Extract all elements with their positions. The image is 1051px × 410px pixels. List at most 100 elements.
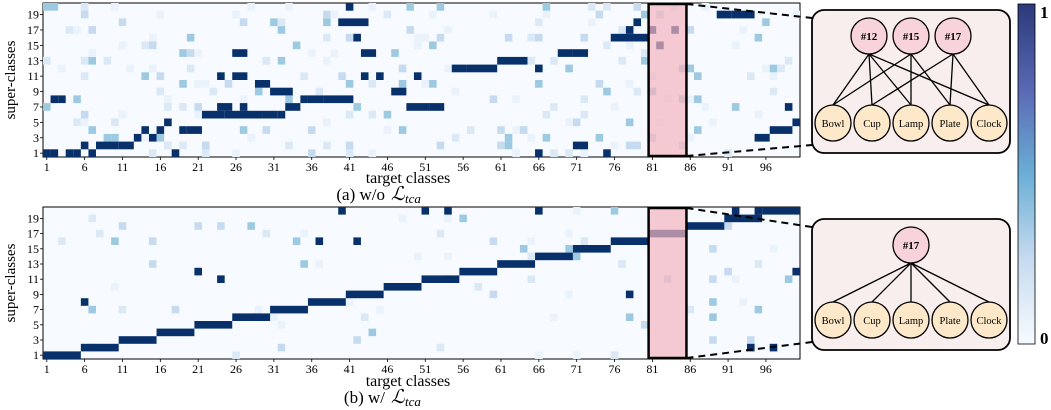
x-tick-label: 86 (684, 362, 696, 376)
heatmap-cell-faint (232, 10, 240, 19)
heatmap-cell-faint (111, 118, 119, 127)
heatmap-cell-faint (754, 305, 763, 314)
heatmap-cell-faint (777, 64, 785, 73)
heatmap-cell-faint (686, 95, 695, 104)
heatmap-cell-faint (338, 72, 346, 80)
heatmap-cell-faint (572, 207, 581, 215)
graph-edge (832, 53, 912, 106)
heatmap-cell-faint (466, 126, 475, 134)
heatmap-cell (360, 72, 369, 80)
heatmap-cell-faint (444, 26, 452, 34)
heatmap-cell (784, 103, 793, 111)
heatmap-cell-faint (247, 3, 255, 11)
x-ticks-a: 1 6 11 16 21 26 31 36 41 46 51 56 61 66 71 76 81 86 91 96 (44, 157, 772, 174)
heatmap-cell (73, 149, 81, 157)
heatmap-cell-faint (641, 56, 649, 65)
heatmap-cell-faint (398, 126, 407, 134)
highlight-box-b (647, 206, 688, 360)
heatmap-cell-faint (565, 118, 573, 127)
graph-edge (832, 53, 870, 106)
heatmap-cell (345, 290, 384, 299)
heatmap-cell (535, 64, 543, 73)
heatmap-cell-faint (429, 41, 437, 50)
heatmap-cell-faint (323, 10, 331, 19)
heatmap-cell-faint (610, 207, 619, 215)
heatmap-cell-faint (406, 3, 414, 11)
heatmap-cell-faint (73, 26, 81, 34)
y-tick-label: 7 (33, 303, 39, 317)
heatmap-cell-faint (179, 80, 187, 88)
heatmap-cell-faint (565, 290, 573, 299)
heatmap-cell-faint (141, 133, 149, 142)
heatmap-cell-faint (156, 72, 165, 80)
heatmap-cell-faint (504, 141, 513, 150)
heatmap-cell-faint (43, 103, 51, 111)
y-tick-label: 11 (27, 69, 39, 83)
heatmap-cell-faint (709, 298, 717, 306)
heatmap-cell-faint (80, 3, 89, 11)
heatmap-cell-faint (603, 3, 611, 11)
heatmap-cell-faint (383, 110, 392, 119)
heatmap-cell (353, 237, 361, 245)
heatmap-cell (323, 95, 354, 104)
heatmap-cell-faint (315, 260, 324, 268)
heatmap-cell-faint (103, 56, 112, 65)
x-tick-label: 81 (646, 160, 658, 174)
heatmap-cell-faint (709, 118, 717, 127)
x-tick-label: 11 (117, 362, 129, 376)
heatmap-cell-faint (270, 313, 278, 321)
heatmap-cell-faint (118, 110, 127, 119)
y-tick-label: 15 (27, 242, 39, 256)
heatmap-cell-faint (769, 245, 778, 253)
class-node (931, 104, 969, 142)
heatmap-cell-faint (618, 26, 626, 34)
heatmap-cell-faint (686, 305, 695, 314)
heatmap-cell-faint (421, 33, 430, 42)
y-tick-label: 15 (27, 38, 39, 52)
heatmap-cell-faint (345, 110, 354, 119)
heatmap-cell (497, 260, 536, 268)
heatmap-cell-faint (262, 56, 271, 65)
heatmap-cell-faint (792, 10, 800, 19)
heatmap-cell-faint (111, 237, 119, 245)
heatmap-cell (413, 72, 422, 80)
heatmap-cell-faint (542, 110, 551, 119)
heatmap-cell-faint (603, 41, 611, 50)
heatmap-cell-faint (686, 133, 695, 142)
heatmap-cell-faint (527, 133, 536, 142)
x-tick-label: 66 (533, 362, 545, 376)
heatmap-cell (391, 87, 407, 96)
heatmap-cell-faint (451, 133, 460, 142)
y-tick-label: 11 (27, 272, 39, 286)
heatmap-cell (239, 103, 248, 111)
heatmap-cell-faint (80, 56, 89, 65)
heatmap-cell-faint (186, 64, 195, 73)
x-tick-label: 36 (306, 362, 318, 376)
heatmap-cell (444, 207, 452, 215)
heatmap-cell-faint (565, 64, 573, 73)
heatmap-cell-faint (148, 64, 157, 73)
y-tick-label: 3 (33, 333, 39, 347)
heatmap-cell-faint (186, 33, 195, 42)
heatmap-cell-faint (565, 245, 573, 253)
y-tick-label: 17 (27, 23, 39, 37)
heatmap-cell (118, 141, 134, 150)
heatmap-cell (353, 33, 361, 42)
class-node (970, 301, 1008, 339)
x-tick-label: 41 (344, 160, 356, 174)
heatmap-cell-faint (353, 336, 361, 344)
class-node-label: Bowl (822, 316, 845, 327)
x-tick-label: 21 (192, 160, 204, 174)
heatmap-cell-faint (194, 80, 202, 88)
heatmap-cell-faint (209, 87, 218, 96)
heatmap-cell-faint (519, 126, 528, 134)
heatmap-cell-faint (595, 133, 604, 142)
heatmap-cell-faint (565, 229, 573, 238)
heatmap-cell-faint (194, 49, 202, 57)
heatmap-cell-faint (527, 33, 536, 42)
heatmap-cell-faint (474, 283, 483, 291)
heatmap-cell-faint (444, 252, 452, 261)
heatmap-cell-faint (285, 141, 293, 150)
heatmap-cell-faint (80, 110, 89, 119)
heatmap-cell-faint (300, 229, 308, 238)
